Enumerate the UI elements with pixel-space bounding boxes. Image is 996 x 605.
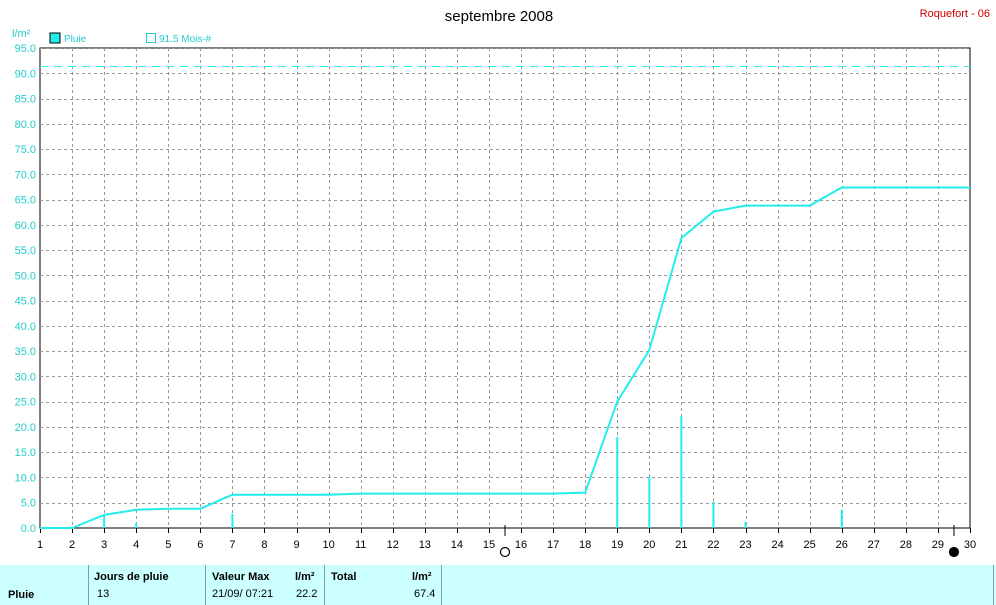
y-tick-label: 45.0	[15, 296, 36, 308]
header-jours-de-pluie: Jours de pluie	[94, 571, 169, 583]
column-divider	[993, 565, 994, 605]
x-tick-label: 17	[547, 539, 559, 551]
value-rain-days: 13	[97, 588, 110, 600]
x-tick-label: 18	[579, 539, 591, 551]
y-tick-label: 70.0	[15, 169, 36, 181]
daily-bars	[103, 415, 843, 528]
rainfall-chart: septembre 2008 Roquefort - 06 l/m² Pluie…	[12, 8, 990, 558]
y-tick-label: 75.0	[15, 144, 36, 156]
x-tick-label: 12	[387, 539, 399, 551]
x-tick-label: 30	[964, 539, 976, 551]
value-max: 22.2	[296, 588, 318, 600]
value-total: 67.4	[414, 588, 436, 600]
x-tick-label: 23	[739, 539, 751, 551]
daily-rain-bar	[680, 415, 683, 528]
header-unit-total: l/m²	[412, 571, 432, 583]
chart-title: septembre 2008	[445, 8, 553, 25]
y-tick-label: 85.0	[15, 94, 36, 106]
x-tick-label: 2	[69, 539, 75, 551]
legend-empty-swatch-icon	[146, 33, 156, 43]
y-tick-label: 90.0	[15, 68, 36, 80]
daily-rain-bar	[744, 521, 747, 528]
daily-rain-bar	[648, 476, 651, 528]
y-tick-label: 95.0	[15, 43, 36, 55]
y-tick-label: 0.0	[21, 523, 36, 535]
y-axis: 0.0 5.0 10.0 15.0 20.0 25.0 30.0 35.0 40.0 45.0 50…	[15, 43, 36, 535]
x-tick-label: 19	[611, 539, 623, 551]
x-tick-label: 8	[261, 539, 267, 551]
daily-rain-bar	[135, 522, 138, 528]
x-tick-label: 25	[804, 539, 816, 551]
x-tick-label: 3	[101, 539, 107, 551]
x-tick-label: 11	[355, 539, 366, 551]
header-unit-max: l/m²	[295, 571, 315, 583]
x-tick-label: 6	[197, 539, 203, 551]
y-tick-label: 5.0	[21, 498, 36, 510]
cumulative-series	[40, 186, 970, 529]
station-name: Roquefort - 06	[920, 8, 990, 20]
x-tick-label: 28	[900, 539, 912, 551]
x-tick-label: 14	[451, 539, 463, 551]
column-divider	[324, 565, 325, 605]
x-tick-label: 20	[643, 539, 655, 551]
y-tick-label: 60.0	[15, 220, 36, 232]
y-tick-label: 15.0	[15, 447, 36, 459]
x-tick-label: 15	[483, 539, 495, 551]
daily-rain-bar	[712, 501, 715, 528]
y-tick-label: 65.0	[15, 195, 36, 207]
x-tick-label: 4	[133, 539, 139, 551]
legend-reference-label: 91.5 Mois-#	[159, 34, 212, 45]
x-tick-label: 9	[293, 539, 299, 551]
x-tick-label: 22	[707, 539, 719, 551]
y-tick-label: 10.0	[15, 472, 36, 484]
x-tick-label: 7	[229, 539, 235, 551]
x-tick-label: 21	[675, 539, 687, 551]
x-tick-label: 27	[868, 539, 880, 551]
y-tick-label: 55.0	[15, 245, 36, 257]
moon-phases	[499, 525, 960, 558]
legend-series-label: Pluie	[64, 34, 87, 45]
y-tick-label: 80.0	[15, 119, 36, 131]
x-tick-label: 13	[419, 539, 431, 551]
grid	[40, 48, 970, 528]
cumulative-rain-line	[40, 186, 970, 529]
header-total: Total	[331, 571, 357, 583]
y-tick-label: 30.0	[15, 371, 36, 383]
new-moon-icon	[948, 546, 960, 558]
daily-rain-bar	[616, 437, 619, 528]
x-tick-label: 26	[836, 539, 848, 551]
x-tick-label: 10	[322, 539, 334, 551]
y-tick-label: 35.0	[15, 346, 36, 358]
daily-rain-bar	[103, 514, 106, 528]
x-tick-label: 24	[771, 539, 783, 551]
header-valeur-max: Valeur Max	[212, 571, 270, 583]
summary-table: Pluie Jours de pluie 13 Valeur Max 21/09…	[0, 565, 996, 605]
daily-rain-bar	[231, 513, 234, 528]
column-divider	[88, 565, 89, 605]
x-tick-label: 1	[37, 539, 43, 551]
x-tick-label: 29	[932, 539, 944, 551]
x-axis: 1 2 3 4 5 6 7 8 9 10 11 12 13 14 15 16 17 18 19 20 21 22 23 24 2…	[37, 528, 976, 551]
plot-area	[39, 47, 971, 529]
y-tick-label: 40.0	[15, 321, 36, 333]
y-tick-label: 50.0	[15, 270, 36, 282]
column-divider	[205, 565, 206, 605]
column-divider	[441, 565, 442, 605]
legend-filled-swatch-icon	[49, 32, 61, 44]
row-label-pluie: Pluie	[8, 589, 35, 601]
value-max-date: 21/09/ 07:21	[212, 588, 274, 600]
x-tick-label: 5	[165, 539, 171, 551]
y-tick-label: 20.0	[15, 422, 36, 434]
y-axis-unit: l/m²	[12, 28, 31, 40]
y-tick-label: 25.0	[15, 397, 36, 409]
daily-rain-bar	[840, 509, 843, 528]
full-moon-icon	[499, 546, 511, 558]
x-tick-label: 16	[515, 539, 527, 551]
